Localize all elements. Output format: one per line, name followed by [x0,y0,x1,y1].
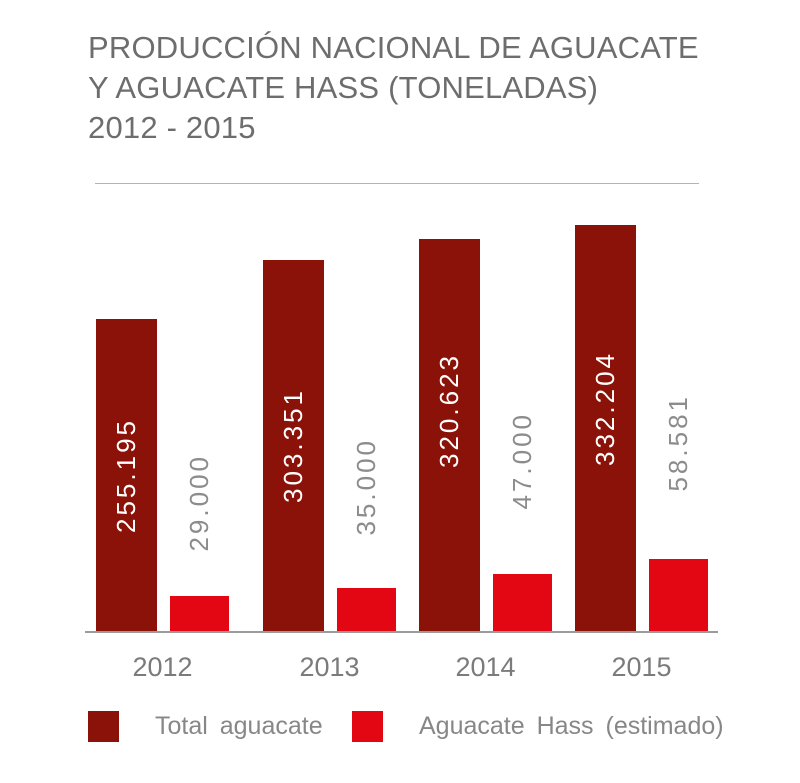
x-axis-line [85,631,718,633]
x-tick-label-2012: 2012 [132,652,193,682]
bar-value-label-wrap-hass-2013: 35.000 [337,438,396,536]
legend-swatch-aguacate-hass [352,711,383,742]
bar-aguacate-hass-2015 [649,559,708,631]
legend-swatch-total-aguacate [88,711,119,742]
bar-value-label-total-2014: 320.623 [434,352,464,468]
legend-label-aguacate-hass: Aguacate Hass (estimado) [419,712,724,740]
bar-value-label-hass-2014: 47.000 [507,412,537,510]
legend-item-total-aguacate: Total aguacate [88,711,323,742]
x-tick-label-2014: 2014 [455,652,516,682]
legend-item-aguacate-hass: Aguacate Hass (estimado) [352,711,724,742]
bar-value-label-hass-2012: 29.000 [184,454,214,552]
bar-aguacate-hass-2014 [493,574,552,631]
bar-value-label-total-2013: 303.351 [278,388,308,503]
x-tick-label-2015: 2015 [611,652,672,682]
bar-value-label-wrap-hass-2012: 29.000 [170,454,229,552]
legend: Total aguacate Aguacate Hass (estimado) [0,711,800,747]
legend-label-total-aguacate: Total aguacate [155,712,323,740]
plot-area: 255.195 29.000 303.351 35.000 320.623 47.000 3… [85,198,718,633]
bar-total-aguacate-2012: 255.195 [96,319,157,631]
bar-value-label-total-2012: 255.195 [111,417,141,533]
bar-total-aguacate-2015: 332.204 [575,225,636,631]
chart-title: PRODUCCIÓN NACIONAL DE AGUACATE Y AGUACA… [88,28,699,148]
bar-value-label-wrap-hass-2015: 58.581 [649,394,708,492]
bar-aguacate-hass-2013 [337,588,396,631]
chart-title-line-2: Y AGUACATE HASS (TONELADAS) [88,70,599,105]
title-divider [95,183,699,184]
bar-total-aguacate-2013: 303.351 [263,260,324,631]
bar-value-label-total-2015: 332.204 [590,350,620,466]
chart-title-line-3: 2012 - 2015 [88,110,256,145]
bar-value-label-hass-2013: 35.000 [351,438,381,536]
x-axis-labels: 2012 2013 2014 2015 [85,652,718,688]
bar-aguacate-hass-2012 [170,596,229,631]
bar-value-label-wrap-hass-2014: 47.000 [493,412,552,510]
x-tick-label-2013: 2013 [299,652,360,682]
bar-total-aguacate-2014: 320.623 [419,239,480,631]
chart-title-line-1: PRODUCCIÓN NACIONAL DE AGUACATE [88,30,699,65]
bar-value-label-hass-2015: 58.581 [663,394,693,492]
